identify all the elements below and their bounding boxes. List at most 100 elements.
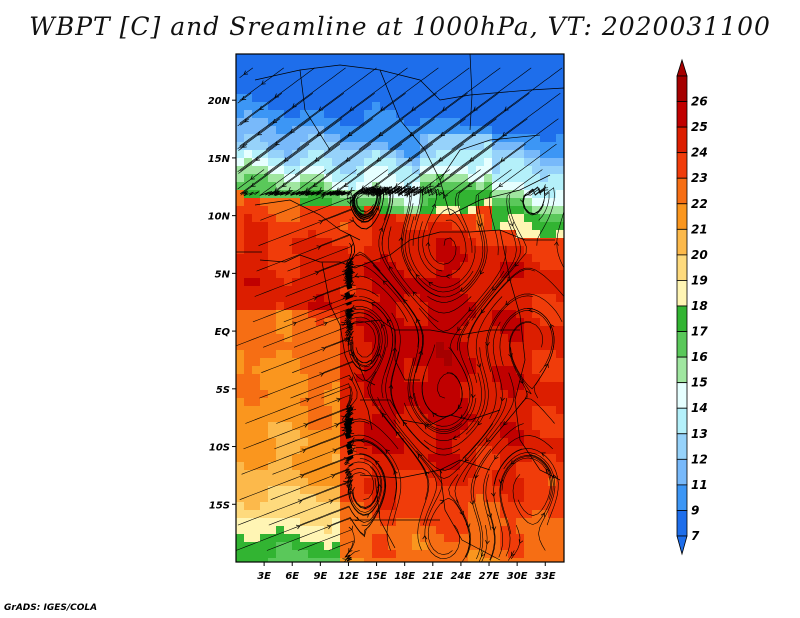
- field-cell: [444, 262, 453, 271]
- field-cell: [316, 142, 325, 151]
- field-cell: [444, 310, 453, 319]
- field-cell: [516, 430, 525, 439]
- field-cell: [500, 366, 509, 375]
- field-cell: [492, 86, 501, 95]
- streamline: [485, 293, 563, 372]
- field-cell: [252, 190, 261, 199]
- field-cell: [540, 534, 549, 543]
- field-cell: [300, 70, 309, 79]
- field-cell: [300, 302, 309, 311]
- field-cell: [308, 422, 317, 431]
- field-cell: [388, 510, 397, 519]
- field-cell: [444, 254, 453, 263]
- field-cell: [500, 158, 509, 167]
- field-cell: [508, 262, 517, 271]
- field-cell: [452, 390, 461, 399]
- field-cell: [492, 54, 501, 63]
- field-cell: [428, 310, 437, 319]
- field-cell: [404, 166, 413, 175]
- field-cell: [356, 422, 365, 431]
- field-cell: [252, 542, 261, 551]
- field-cell: [380, 142, 389, 151]
- field-cell: [372, 518, 381, 527]
- lat-tick-label: EQ: [215, 327, 231, 338]
- field-cell: [540, 326, 549, 335]
- field-cell: [284, 550, 293, 559]
- field-cell: [556, 398, 564, 407]
- field-cell: [308, 382, 317, 391]
- field-cell: [284, 406, 293, 415]
- field-cell: [532, 222, 541, 231]
- field-cell: [404, 294, 413, 303]
- field-cell: [460, 470, 469, 479]
- field-cell: [548, 510, 557, 519]
- field-cell: [524, 238, 533, 247]
- field-cell: [244, 510, 253, 519]
- field-cell: [324, 86, 333, 95]
- streamline: [347, 439, 398, 551]
- field-cell: [524, 246, 533, 255]
- field-cell: [492, 398, 501, 407]
- field-cell: [492, 534, 501, 543]
- field-cell: [276, 158, 285, 167]
- field-cell: [476, 230, 485, 239]
- field-cell: [476, 150, 485, 159]
- field-cell: [244, 110, 253, 119]
- streamline: [344, 312, 377, 339]
- field-cell: [548, 158, 557, 167]
- field-cell: [268, 174, 277, 183]
- field-cell: [556, 134, 564, 143]
- field-cell: [348, 470, 357, 479]
- field-cell: [540, 334, 549, 343]
- field-cell: [252, 166, 261, 175]
- field-cell: [492, 310, 501, 319]
- field-cell: [260, 94, 269, 103]
- field-cell: [268, 502, 277, 511]
- field-cell: [292, 542, 301, 551]
- field-cell: [260, 62, 269, 71]
- field-cell: [236, 158, 245, 167]
- field-cell: [540, 102, 549, 111]
- field-cell: [260, 206, 269, 215]
- field-cell: [388, 382, 397, 391]
- streamline: [332, 118, 435, 196]
- field-cell: [548, 94, 557, 103]
- field-cell: [452, 334, 461, 343]
- streamline: [367, 371, 429, 500]
- field-cell: [268, 358, 277, 367]
- field-cell: [244, 158, 253, 167]
- streamline-arrow: [351, 437, 357, 442]
- streamline: [332, 461, 380, 510]
- field-cell: [540, 254, 549, 263]
- field-cell: [420, 494, 429, 503]
- field-cell: [540, 318, 549, 327]
- streamline: [324, 316, 380, 364]
- field-cell: [436, 118, 445, 127]
- field-cell: [516, 238, 525, 247]
- field-cell: [276, 78, 285, 87]
- streamline-arrow: [487, 513, 493, 518]
- field-cell: [540, 270, 549, 279]
- field-cell: [260, 422, 269, 431]
- field-cell: [276, 486, 285, 495]
- grads-credit: GrADS: IGES/COLA: [4, 603, 98, 613]
- field-cell: [468, 86, 477, 95]
- field-cell: [420, 142, 429, 151]
- field-cell: [364, 126, 373, 135]
- field-cell: [260, 70, 269, 79]
- field-cell: [532, 286, 541, 295]
- field-cell: [316, 366, 325, 375]
- field-cell: [436, 550, 445, 559]
- streamline: [260, 190, 347, 221]
- field-cell: [492, 166, 501, 175]
- field-cell: [372, 334, 381, 343]
- field-cell: [292, 470, 301, 479]
- field-cell: [532, 422, 541, 431]
- field-cell: [492, 550, 501, 559]
- field-cell: [372, 78, 381, 87]
- field-cell: [260, 462, 269, 471]
- field-cell: [516, 302, 525, 311]
- field-cell: [396, 150, 405, 159]
- field-cell: [316, 462, 325, 471]
- field-cell: [524, 94, 533, 103]
